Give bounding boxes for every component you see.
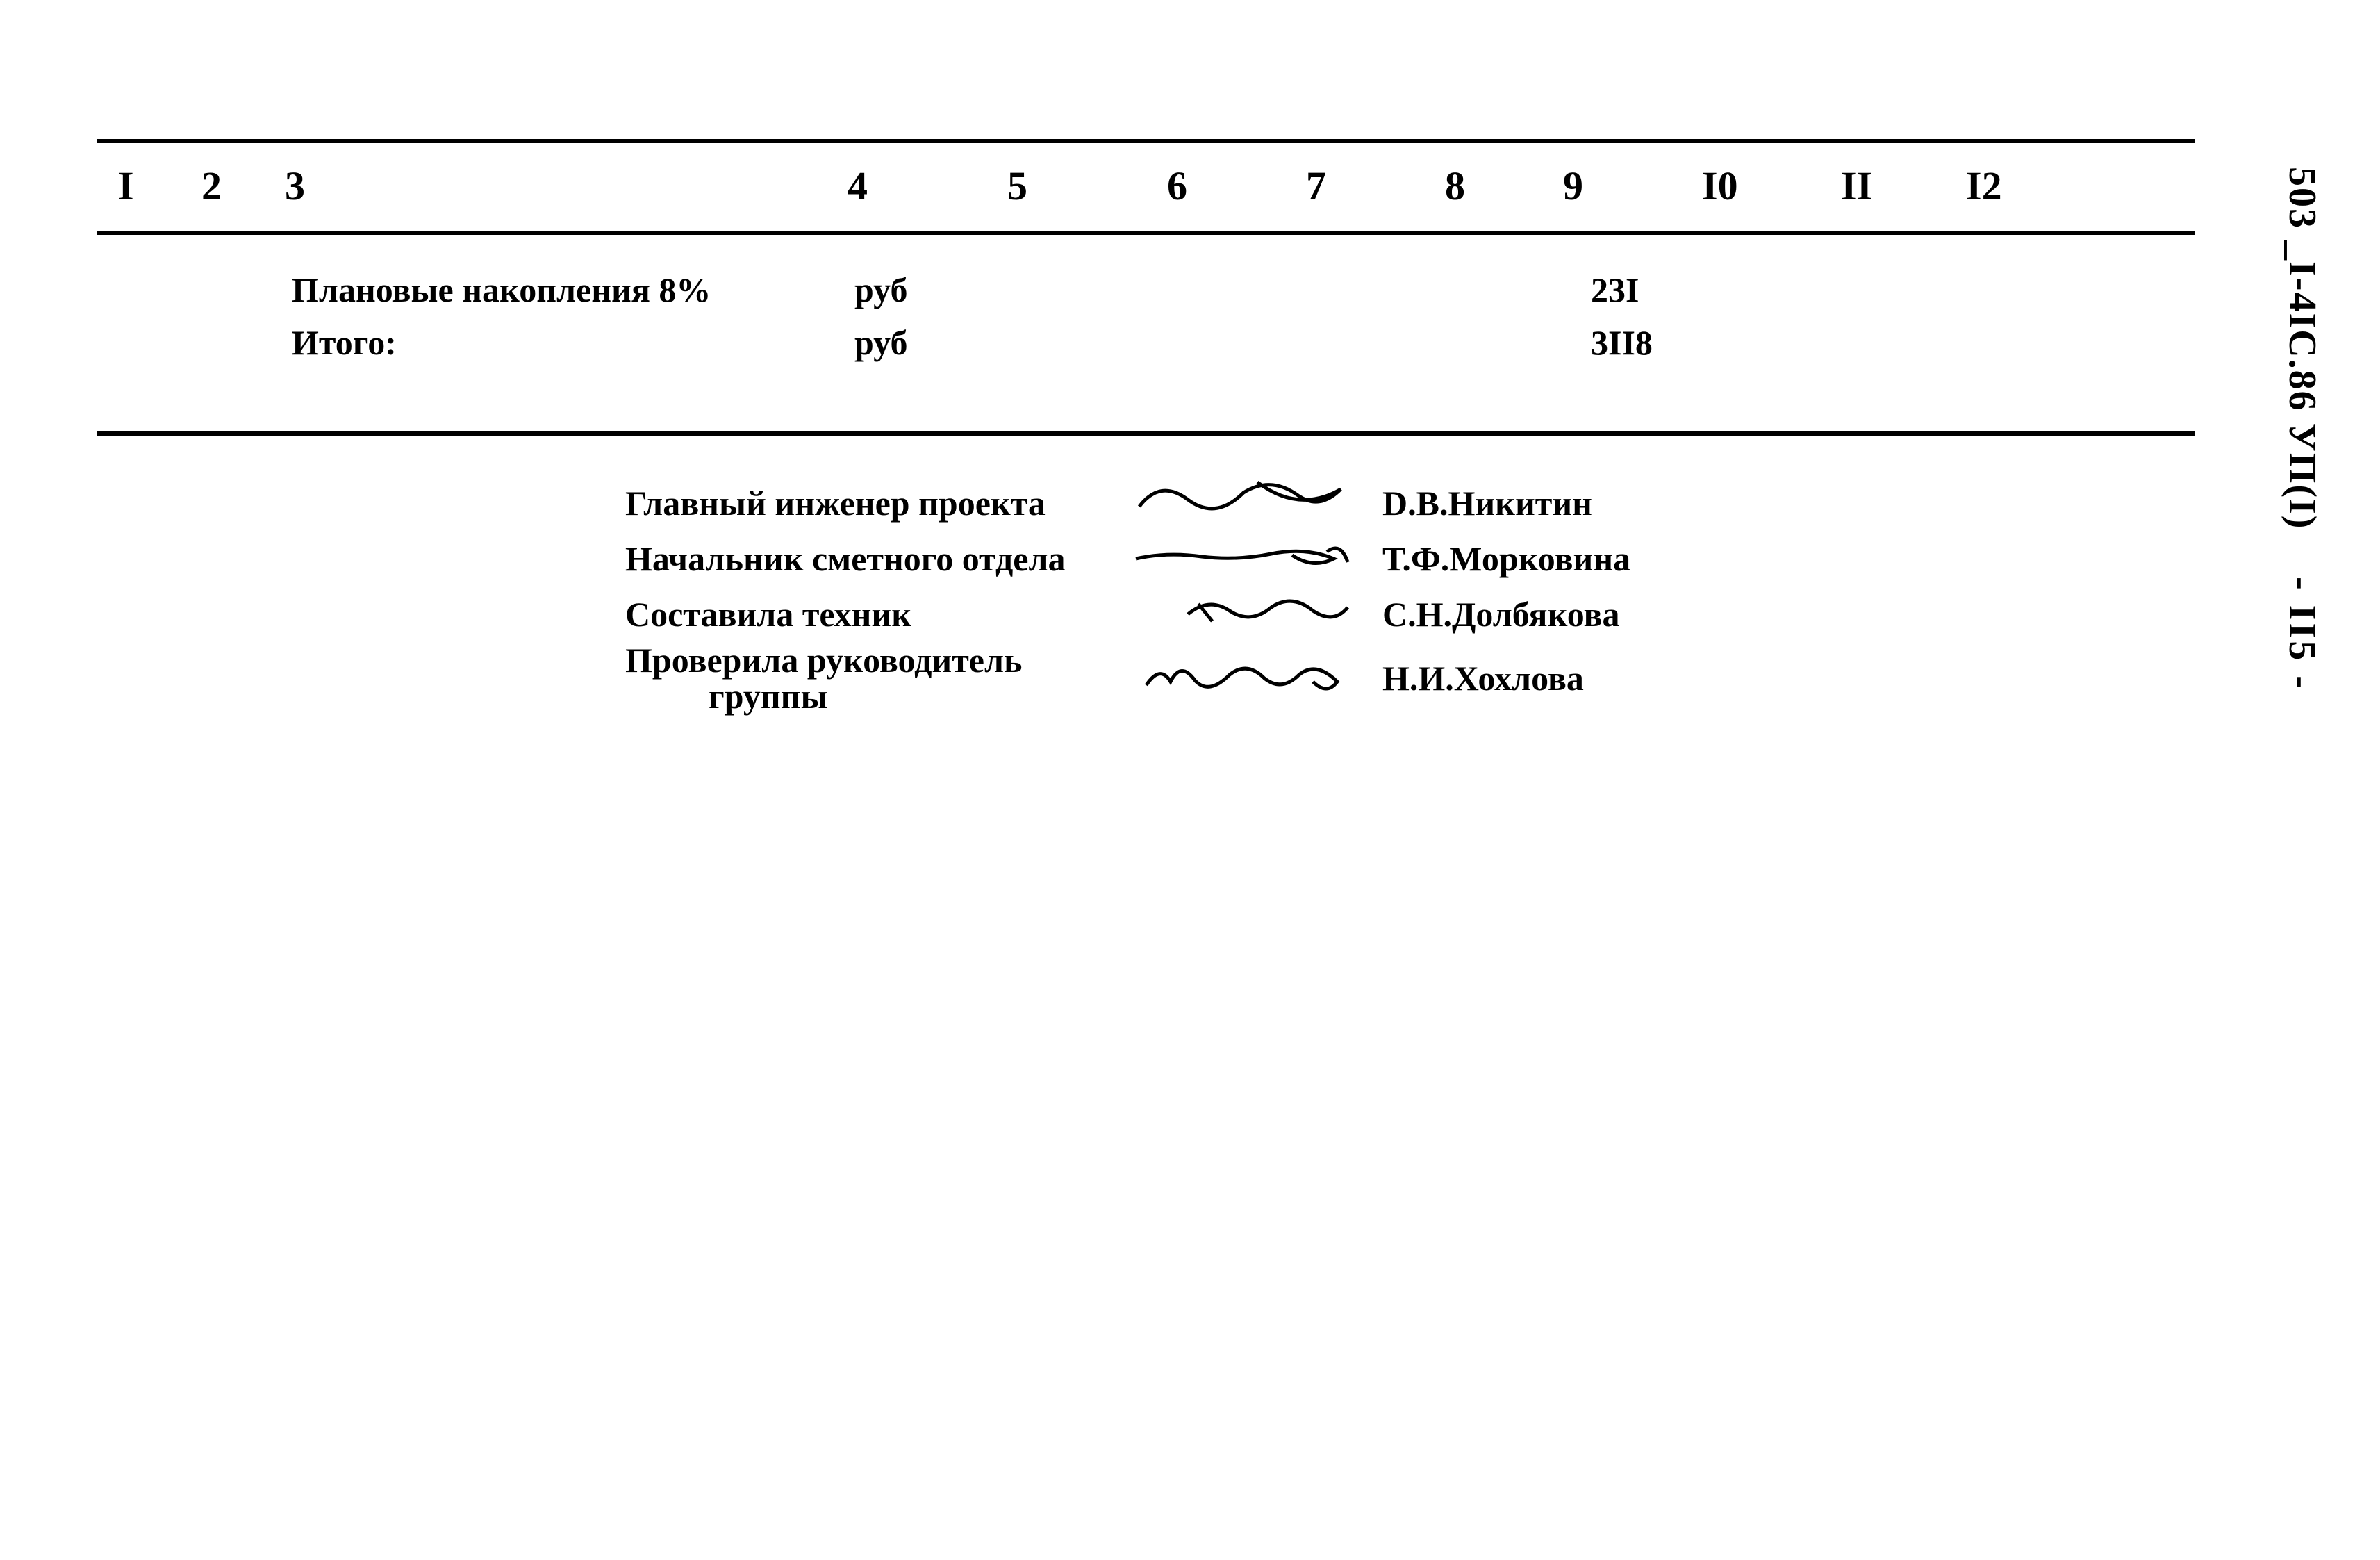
signature-mark bbox=[1132, 654, 1369, 703]
signature-title: Составила техник bbox=[625, 594, 1132, 634]
signature-row: Начальник сметного отдела Т.Ф.Морковина bbox=[625, 534, 2195, 584]
header-col-4: 4 bbox=[848, 163, 1007, 209]
row-label: Плановые накопления 8% bbox=[292, 270, 854, 310]
row-spacer bbox=[1014, 322, 1591, 363]
row-value: 23I bbox=[1591, 270, 1730, 310]
signature-row: Главный инженер проекта D.В.Никитин bbox=[625, 478, 2195, 528]
document-reference-vertical: 503 _I-4IC.86 УП(I) bbox=[2280, 167, 2324, 529]
table-data-section: Плановые накопления 8% руб 23I Итого: ру… bbox=[97, 235, 2195, 436]
row-unit: руб bbox=[854, 322, 1014, 363]
signature-mark bbox=[1132, 590, 1369, 639]
signatures-block: Главный инженер проекта D.В.Никитин Нача… bbox=[625, 478, 2195, 703]
signature-name: Н.И.Хохлова bbox=[1382, 658, 1584, 698]
header-col-7: 7 bbox=[1306, 163, 1445, 209]
header-col-6: 6 bbox=[1167, 163, 1306, 209]
header-col-9: 9 bbox=[1563, 163, 1702, 209]
table-row: Итого: руб 3II8 bbox=[111, 322, 2181, 363]
table-container: I 2 3 4 5 6 7 8 9 I0 II I2 Плановые нако… bbox=[97, 139, 2195, 703]
signature-mark bbox=[1132, 479, 1369, 527]
signature-title-line1: Проверила руководитель bbox=[625, 642, 1132, 679]
handwritten-signature-icon bbox=[1132, 472, 1355, 527]
signature-row: Проверила руководитель группы Н.И.Хохлов… bbox=[625, 653, 2195, 703]
header-col-2: 2 bbox=[201, 163, 285, 209]
signature-row: Составила техник С.Н.Долбякова bbox=[625, 589, 2195, 639]
row-value: 3II8 bbox=[1591, 322, 1730, 363]
signature-title: Главный инженер проекта bbox=[625, 483, 1132, 523]
signature-title-line2: группы bbox=[625, 678, 1132, 715]
handwritten-signature-icon bbox=[1132, 647, 1355, 703]
handwritten-signature-icon bbox=[1132, 583, 1355, 639]
header-col-11: II bbox=[1841, 163, 1966, 209]
header-col-5: 5 bbox=[1007, 163, 1167, 209]
signature-name: С.Н.Долбякова bbox=[1382, 594, 1620, 634]
signature-name: Т.Ф.Морковина bbox=[1382, 539, 1630, 579]
signature-title: Проверила руководитель группы bbox=[625, 642, 1132, 715]
header-col-10: I0 bbox=[1702, 163, 1841, 209]
table-header-row: I 2 3 4 5 6 7 8 9 I0 II I2 bbox=[97, 139, 2195, 235]
signature-mark bbox=[1132, 534, 1369, 583]
page-number-vertical: - II5 - bbox=[2280, 577, 2324, 691]
header-col-3: 3 bbox=[285, 163, 848, 209]
header-col-8: 8 bbox=[1445, 163, 1563, 209]
row-unit: руб bbox=[854, 270, 1014, 310]
table-row: Плановые накопления 8% руб 23I bbox=[111, 270, 2181, 310]
row-spacer bbox=[1014, 270, 1591, 310]
header-col-1: I bbox=[111, 163, 201, 209]
document-page: I 2 3 4 5 6 7 8 9 I0 II I2 Плановые нако… bbox=[97, 139, 2195, 709]
handwritten-signature-icon bbox=[1132, 527, 1355, 583]
signature-name: D.В.Никитин bbox=[1382, 483, 1592, 523]
header-col-12: I2 bbox=[1966, 163, 2063, 209]
signature-title: Начальник сметного отдела bbox=[625, 539, 1132, 579]
row-label: Итого: bbox=[292, 322, 854, 363]
